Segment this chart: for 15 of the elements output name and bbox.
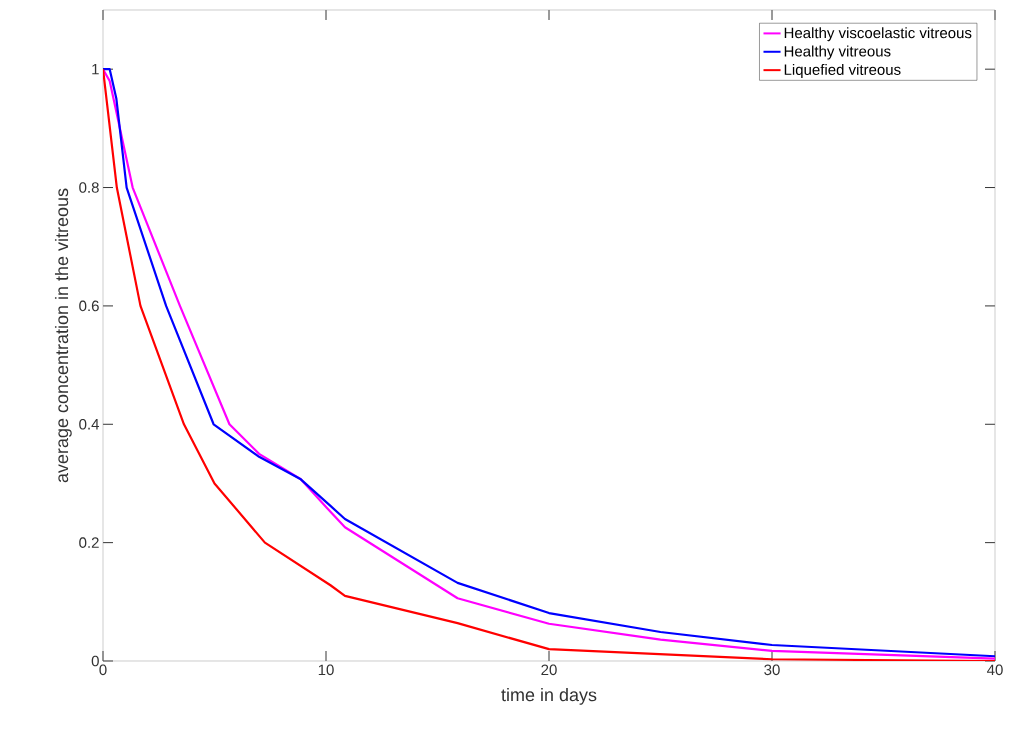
y-tick-label: 0 — [91, 655, 99, 667]
x-tick-label: 20 — [541, 664, 557, 676]
x-tick-label: 40 — [987, 664, 1003, 676]
y-tick-label: 0.6 — [79, 300, 99, 312]
x-tick-label: 30 — [764, 664, 780, 676]
y-tick-label: 0.8 — [79, 182, 99, 193]
x-axis-title: time in days — [501, 688, 597, 705]
legend-label: Healthy vitreous — [784, 45, 891, 60]
x-tick-label: 10 — [318, 664, 334, 676]
y-tick-label: 1 — [92, 64, 99, 75]
y-tick-label: 0.2 — [79, 537, 99, 548]
y-axis-title: average concentration in the vitreous — [54, 188, 72, 483]
legend-label: Healthy viscoelastic vitreous — [784, 27, 972, 42]
y-tick-label: 0.4 — [79, 418, 100, 430]
legend-label: Liquefied vitreous — [784, 63, 901, 78]
